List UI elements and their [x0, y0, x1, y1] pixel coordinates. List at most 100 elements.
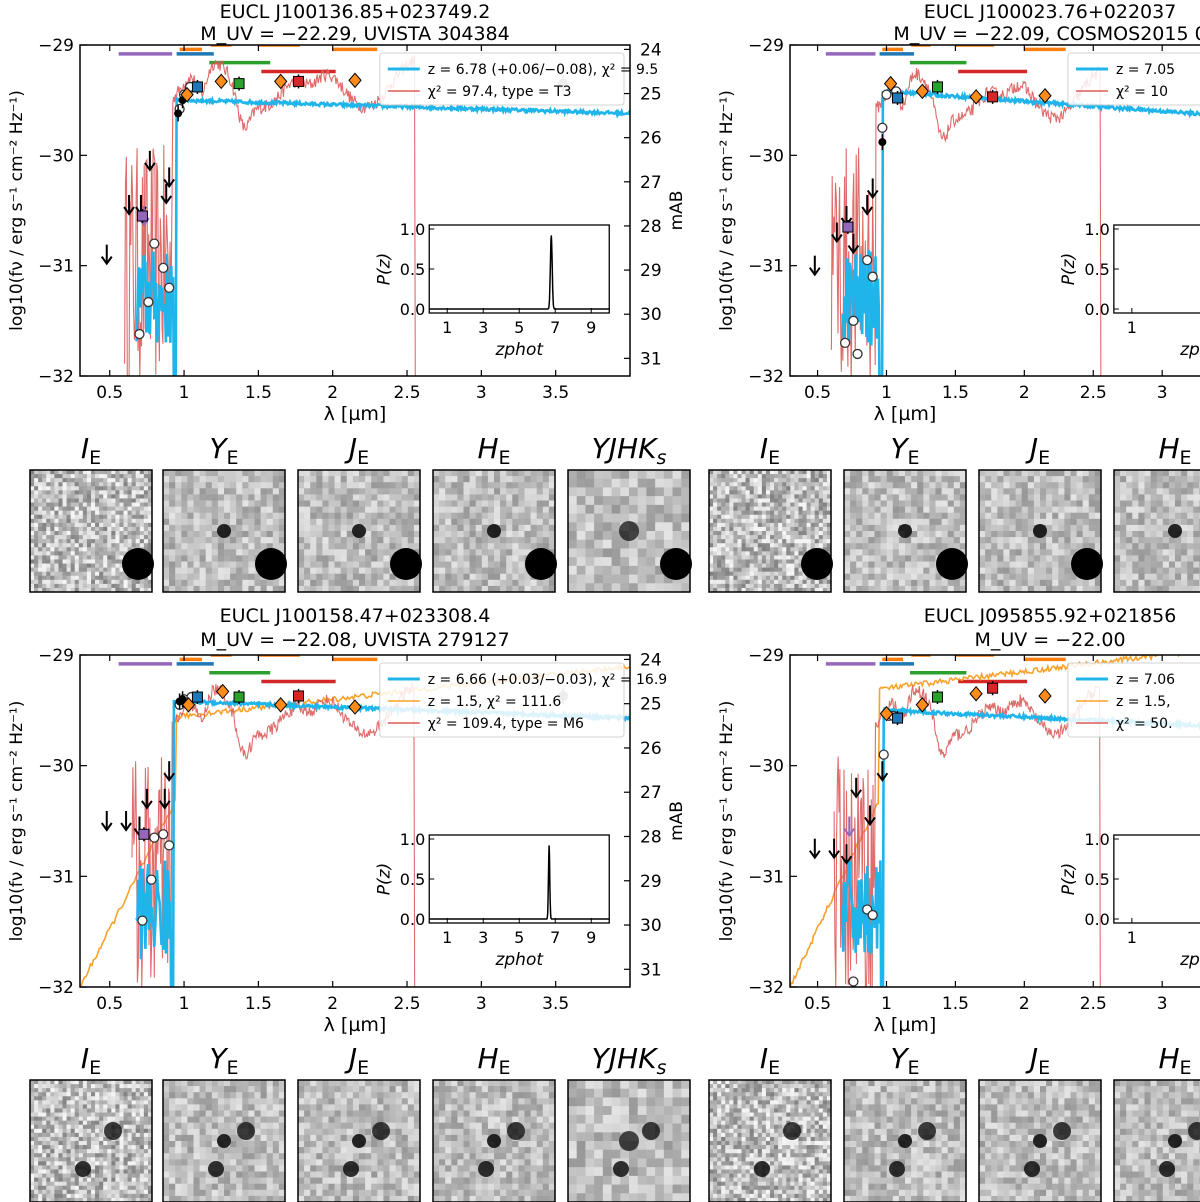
stamp-pixel [34, 486, 39, 491]
stamp-pixel [316, 537, 323, 544]
stamp-pixel [91, 587, 96, 593]
stamp-pixel [778, 587, 783, 593]
stamp-pixel [1033, 567, 1041, 575]
stamp-pixel [717, 551, 722, 556]
stamp-pixel [86, 474, 92, 479]
stamp-pixel [481, 494, 489, 501]
stamp-pixel [389, 537, 397, 544]
postage-stamp: JE [297, 432, 422, 593]
stamp-pixel [810, 518, 816, 524]
stamp-pixel [236, 567, 243, 575]
stamp-pixel [457, 573, 464, 581]
stamp-pixel [911, 482, 918, 489]
stamp-pixel [997, 567, 1004, 575]
stamp-pixel [1027, 500, 1035, 508]
stamp-pixel [82, 502, 88, 508]
stamp-pixel [725, 539, 730, 544]
stamp-pixel [383, 555, 390, 562]
stamp-pixel [135, 474, 141, 479]
stamp-pixel [542, 512, 550, 520]
upper-limit-arrow [144, 150, 156, 172]
stamp-pixel [481, 585, 489, 593]
stamp-pixel [469, 567, 477, 575]
stamp-pixel [1144, 573, 1152, 581]
stamp-pixel [107, 559, 112, 565]
stamp-pixel [91, 474, 96, 479]
stamp-pixel [798, 571, 804, 577]
stamp-pixel [1144, 579, 1152, 587]
stamp-pixel [322, 579, 329, 587]
stamp-pixel [107, 482, 112, 487]
stamp-pixel [713, 543, 718, 548]
stamp-pixel [445, 506, 452, 514]
stamp-pixel [433, 518, 440, 526]
stamp-pixel [42, 486, 47, 491]
stamp-pixel [50, 514, 55, 520]
stamp-pixel [217, 573, 225, 581]
stamp-pixel [1187, 494, 1194, 501]
stamp-pixel [1076, 524, 1084, 532]
stamp-pixel [248, 524, 255, 532]
stamp-pixel [328, 543, 336, 550]
stamp-pixel [82, 587, 88, 593]
stamp-pixel [1114, 524, 1121, 532]
stamp-pixel [304, 512, 311, 520]
stamp-pixel [30, 474, 35, 479]
stamp-pixel [111, 563, 116, 569]
stamp-pixel [30, 1132, 35, 1138]
stamp-pixel [487, 585, 495, 593]
stamp-pixel [512, 549, 519, 556]
stamp-pixel [334, 506, 342, 514]
stamp-pixel [637, 496, 647, 506]
stamp-pixel [729, 514, 734, 520]
y-tick-label: −31 [748, 867, 784, 887]
stamp-pixel [38, 535, 43, 540]
stamp-pixel [328, 537, 336, 544]
stamp-pixel [850, 579, 857, 587]
stamp-pixel [506, 524, 513, 532]
stamp-pixel [211, 561, 219, 569]
stamp-pixel [1003, 518, 1010, 526]
stamp-pixel [1033, 482, 1041, 489]
stamp-pixel [298, 561, 305, 569]
stamp-pixel [272, 531, 280, 538]
ground-photometry-diamond [348, 72, 362, 89]
stamp-pixel [451, 482, 458, 489]
stamp-pixel [629, 513, 639, 523]
stamp-pixel [463, 500, 471, 508]
postage-stamp: IE [29, 1042, 153, 1202]
stamp-pixel [979, 573, 986, 581]
stamp-pixel [123, 522, 129, 528]
stamp-pixel [862, 579, 869, 587]
plot-area [100, 45, 630, 376]
legend-entry: z = 7.06 [1116, 672, 1175, 688]
stamp-pixel [494, 506, 501, 514]
stamp-pixel [62, 518, 68, 524]
stamp-pixel [115, 547, 120, 552]
stamp-pixel [774, 583, 779, 589]
stamp-pixel [620, 565, 630, 576]
stamp-pixel [959, 470, 967, 477]
stamp-pixel [371, 549, 378, 556]
stamp-pixel [814, 478, 820, 483]
stamp-pixel [826, 514, 832, 520]
stamp-pixel [1070, 524, 1078, 532]
stamp-pixel [725, 531, 730, 536]
stamp-pixel [1162, 549, 1170, 556]
stamp-pixel [111, 494, 116, 499]
stamp-pixel [1076, 518, 1084, 526]
stamp-pixel [469, 470, 477, 477]
stamp-pixel [717, 482, 722, 487]
stamp-pixel [95, 563, 100, 569]
stamp-pixel [892, 470, 900, 477]
stamp-pixel [1015, 555, 1023, 562]
stamp-pixel [34, 1157, 39, 1162]
stamp-pixel [709, 482, 714, 487]
stamp-pixel [886, 512, 894, 520]
stamp-pixel [95, 502, 100, 508]
stamp-pixel [721, 514, 726, 520]
stamp-pixel [70, 531, 76, 536]
stamp-pixel [548, 488, 556, 495]
stamp-pixel [745, 506, 751, 512]
stamp-pixel [143, 482, 149, 487]
